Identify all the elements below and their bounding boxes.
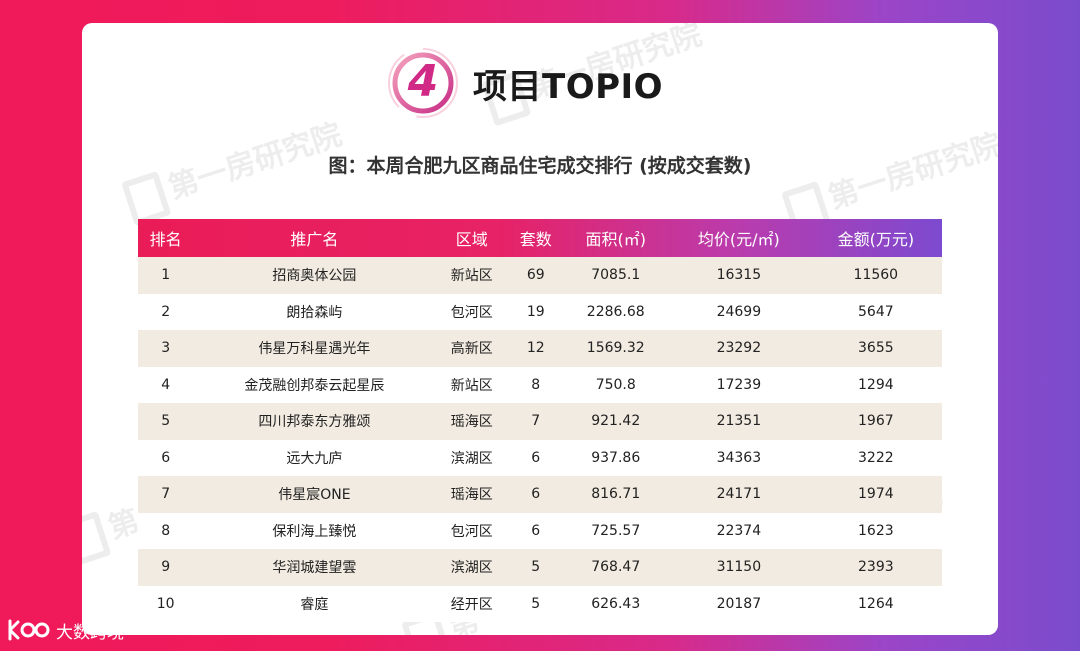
table-cell: 24171 [716,486,762,503]
table-cell: 7 [161,486,171,503]
table-cell: 远大九庐 [286,450,343,467]
footer-label: 大数跨境 [56,622,124,643]
column-header: 面积(㎡) [585,230,646,249]
column-header: 区域 [455,230,488,249]
table-cell: 伟星万科星遇光年 [258,341,371,358]
table-cell: 包河区 [450,304,493,321]
table-cell: 金茂融创邦泰云起星辰 [244,377,385,394]
table-cell: 626.43 [591,595,641,612]
table-row: 5 四川邦泰东方雅颂 瑶海区 7 921.42 21351 1967 [138,403,942,440]
table-cell: 保利海上臻悦 [272,523,357,540]
table-cell: 滨湖区 [450,560,493,577]
table-cell: 8 [161,522,171,539]
table-cell: 包河区 [450,523,493,540]
table-cell: 1623 [858,522,894,539]
table-cell: 1264 [858,595,894,612]
table-row: 8 保利海上臻悦 包河区 6 725.57 22374 1623 [138,512,942,549]
table-cell: 24699 [716,303,762,320]
table-cell: 滨湖区 [450,450,493,467]
column-header: 均价(元/㎡) [697,230,780,249]
table-cell: 2393 [858,559,894,576]
badge-number: 4 [407,56,439,107]
table-cell: 招商奥体公园 [272,268,357,285]
table-row: 2 朗拾森屿 包河区 19 2286.68 24699 5647 [138,293,942,330]
table-cell: 5 [531,559,541,576]
table-cell: 新站区 [450,377,493,394]
table-cell: 1974 [858,486,894,503]
table-cell: 5 [161,413,171,430]
table-cell: 1569.32 [586,340,645,357]
table-cell: 朗拾森屿 [286,304,343,321]
page-title: 项目TOPIO [473,66,664,107]
column-header: 套数 [519,230,552,249]
table-cell: 1 [161,267,171,284]
table-cell: 1967 [858,413,894,430]
table-cell: 6 [161,449,171,466]
table-cell: 34363 [716,449,762,466]
table-cell: 2 [161,303,171,320]
table-cell: 瑶海区 [450,487,493,504]
ranking-card: 第一房研究院 第一房研究院 第一房研究院 第一房研究院 第一房研究院 第一房研究… [82,23,998,635]
table-row: 9 华润城建望雲 滨湖区 5 768.47 31150 2393 [138,549,942,586]
table-cell: 6 [531,522,541,539]
table-cell: 四川邦泰东方雅颂 [258,414,371,431]
table-cell: 睿庭 [300,596,329,613]
table-cell: 6 [531,449,541,466]
table-cell: 725.57 [591,522,641,539]
section-header: 4 项目TOPIO [387,48,663,118]
table-cell: 20187 [716,595,762,612]
number-badge: 4 [387,48,459,118]
table-cell: 10 [156,595,175,612]
column-header: 排名 [149,230,182,249]
kuajing-logo-icon [8,619,50,641]
table-cell: 7 [531,413,541,430]
table-cell: 21351 [716,413,762,430]
table-cell: 19 [526,303,545,320]
table-header-row: 排名 推广名 区域 套数 面积(㎡) 均价(元/㎡) 金额(万元) [138,219,942,257]
table-row: 10 睿庭 经开区 5 626.43 20187 1264 [138,585,942,622]
table-cell: 5647 [858,303,894,320]
column-header: 金额(万元) [837,230,915,249]
table-cell: 2286.68 [586,303,645,320]
table-cell: 23292 [716,340,762,357]
chart-subtitle: 图：本周合肥九区商品住宅成交排行 (按成交套数) [328,155,752,177]
table-cell: 17239 [716,376,762,393]
table-cell: 伟星宸ONE [278,487,351,504]
table-cell: 高新区 [450,341,493,358]
table-cell: 11560 [853,267,899,284]
table-cell: 3 [161,340,171,357]
table-cell: 937.86 [591,449,641,466]
table-row: 6 远大九庐 滨湖区 6 937.86 34363 3222 [138,439,942,476]
table-cell: 3222 [858,449,894,466]
table-cell: 16315 [716,267,762,284]
table-cell: 12 [526,340,545,357]
table-cell: 31150 [716,559,762,576]
table-cell: 22374 [716,522,762,539]
table-row: 7 伟星宸ONE 瑶海区 6 816.71 24171 1974 [138,476,942,513]
table-cell: 6 [531,486,541,503]
table-cell: 新站区 [450,268,493,285]
table-cell: 8 [531,376,541,393]
table-cell: 816.71 [591,486,641,503]
table-cell: 9 [161,559,171,576]
table-cell: 921.42 [591,413,641,430]
table-cell: 69 [526,267,545,284]
table-row: 1 招商奥体公园 新站区 69 7085.1 16315 11560 [138,257,942,294]
table-cell: 经开区 [450,596,493,613]
table-cell: 768.47 [591,559,641,576]
table-row: 3 伟星万科星遇光年 高新区 12 1569.32 23292 3655 [138,330,942,367]
ranking-table: 排名 推广名 区域 套数 面积(㎡) 均价(元/㎡) 金额(万元) 1 招商奥体公园 新站区 69… [138,219,942,622]
table-cell: 华润城建望雲 [272,560,357,577]
table-cell: 4 [161,376,171,393]
table-cell: 瑶海区 [450,414,493,431]
table-cell: 1294 [858,376,894,393]
table-row: 4 金茂融创邦泰云起星辰 新站区 8 750.8 17239 1294 [138,366,942,403]
table-cell: 3655 [858,340,894,357]
table-cell: 7085.1 [591,267,641,284]
footer-brand: 大数跨境 [6,617,124,643]
table-cell: 750.8 [595,376,636,393]
table-cell: 5 [531,595,541,612]
column-header: 推广名 [290,230,339,249]
